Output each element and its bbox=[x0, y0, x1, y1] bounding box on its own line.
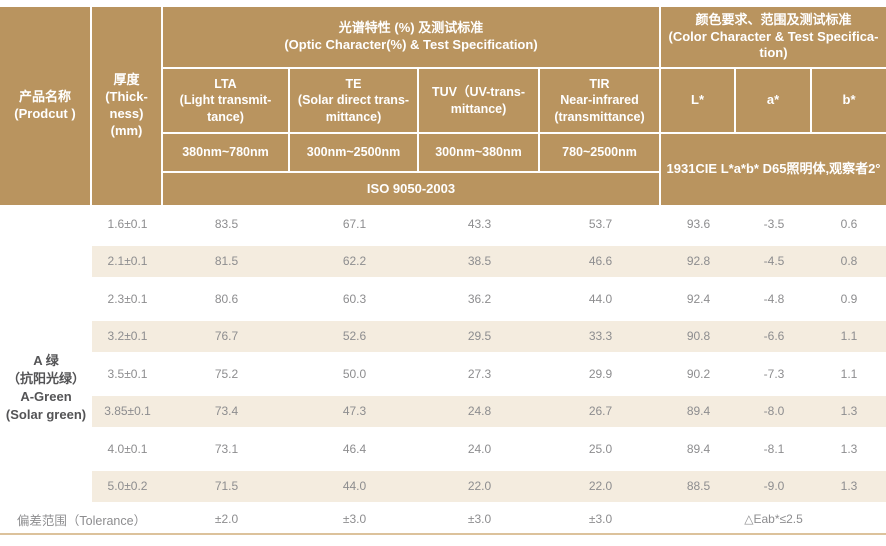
data-grid: A 绿 （抗阳光绿） A-Green (Solar green) 偏差范围（To… bbox=[0, 205, 886, 533]
thickness-cell: 3.85±0.1 bbox=[92, 392, 163, 430]
lta-value: 81.5 bbox=[163, 242, 290, 280]
header-product-name: 产品名称 (Prodcut ) bbox=[0, 7, 90, 205]
tuv-value: 38.5 bbox=[419, 242, 540, 280]
tuv-value: 36.2 bbox=[467, 291, 492, 306]
bottom-rule bbox=[0, 533, 886, 535]
l-star-value: 89.4 bbox=[661, 392, 736, 430]
l-star-value: 90.8 bbox=[661, 317, 736, 355]
b-star-value: 1.3 bbox=[812, 392, 886, 430]
tuv-value: 43.3 bbox=[467, 216, 492, 231]
header-col-a-star: a* bbox=[736, 69, 810, 132]
header-wavelength-te: 300nm~2500nm bbox=[290, 134, 417, 171]
a-star-value: -8.0 bbox=[736, 392, 812, 430]
tir-value: 22.0 bbox=[540, 467, 661, 505]
tir-value: 29.9 bbox=[588, 366, 613, 381]
b-star-value: 0.8 bbox=[812, 242, 886, 280]
header-col-b-star: b* bbox=[812, 69, 886, 132]
l-star-value: 92.8 bbox=[661, 242, 736, 280]
header-col-tuv: TUV（UV-trans- mittance) bbox=[419, 69, 538, 132]
l-star-value: 93.6 bbox=[686, 216, 711, 231]
lta-value: 83.5 bbox=[214, 216, 239, 231]
te-value: 60.3 bbox=[342, 291, 367, 306]
thickness-cell: 4.0±0.1 bbox=[107, 441, 148, 456]
l-star-value: 88.5 bbox=[661, 467, 736, 505]
lta-value: 76.7 bbox=[163, 317, 290, 355]
tir-value: 44.0 bbox=[588, 291, 613, 306]
l-star-value: 90.2 bbox=[686, 366, 711, 381]
b-star-value: 1.3 bbox=[812, 467, 886, 505]
header-optic-span: 光谱特性 (%) 及测试标准 (Optic Character(%) & Tes… bbox=[163, 7, 659, 67]
product-name-cell: A 绿 （抗阳光绿） A-Green (Solar green) bbox=[5, 352, 87, 423]
a-star-value: -4.8 bbox=[763, 291, 785, 306]
header-col-tir: TIR Near-infrared (transmittance) bbox=[540, 69, 659, 132]
header-color-standard: 1931CIE L*a*b* D65照明体,观察者2° bbox=[661, 134, 886, 205]
tir-value: 33.3 bbox=[540, 317, 661, 355]
a-star-value: -7.3 bbox=[763, 366, 785, 381]
b-star-value: 1.3 bbox=[840, 441, 858, 456]
tolerance-te: ±3.0 bbox=[342, 512, 367, 526]
b-star-value: 1.1 bbox=[840, 366, 858, 381]
lta-value: 80.6 bbox=[214, 291, 239, 306]
tolerance-tir: ±3.0 bbox=[588, 512, 613, 526]
te-value: 52.6 bbox=[290, 317, 419, 355]
b-star-value: 0.6 bbox=[840, 216, 858, 231]
header-col-lta: LTA (Light transmit- tance) bbox=[163, 69, 288, 132]
header-wavelength-tir: 780~2500nm bbox=[540, 134, 659, 171]
thickness-cell: 3.5±0.1 bbox=[107, 366, 148, 381]
thickness-cell: 3.2±0.1 bbox=[92, 317, 163, 355]
te-value: 67.1 bbox=[342, 216, 367, 231]
header-wavelength-tuv: 300nm~380nm bbox=[419, 134, 538, 171]
thickness-cell: 1.6±0.1 bbox=[107, 216, 148, 231]
l-star-value: 89.4 bbox=[686, 441, 711, 456]
lta-value: 73.1 bbox=[214, 441, 239, 456]
tuv-value: 22.0 bbox=[419, 467, 540, 505]
header-optic-standard: ISO 9050-2003 bbox=[163, 173, 659, 205]
te-value: 46.4 bbox=[342, 441, 367, 456]
b-star-value: 1.1 bbox=[812, 317, 886, 355]
a-star-value: -4.5 bbox=[736, 242, 812, 280]
te-value: 47.3 bbox=[290, 392, 419, 430]
tolerance-color: △Eab*≤2.5 bbox=[744, 512, 803, 526]
a-star-value: -3.5 bbox=[763, 216, 785, 231]
tir-value: 25.0 bbox=[588, 441, 613, 456]
tuv-value: 29.5 bbox=[419, 317, 540, 355]
tuv-value: 24.8 bbox=[419, 392, 540, 430]
l-star-value: 92.4 bbox=[686, 291, 711, 306]
te-value: 44.0 bbox=[290, 467, 419, 505]
tolerance-label: 偏差范围（Tolerance） bbox=[16, 513, 147, 528]
a-star-value: -6.6 bbox=[736, 317, 812, 355]
b-star-value: 0.9 bbox=[840, 291, 858, 306]
thickness-cell: 2.1±0.1 bbox=[92, 242, 163, 280]
tuv-value: 27.3 bbox=[467, 366, 492, 381]
tir-value: 26.7 bbox=[540, 392, 661, 430]
a-star-value: -9.0 bbox=[736, 467, 812, 505]
tir-value: 53.7 bbox=[588, 216, 613, 231]
thickness-cell: 5.0±0.2 bbox=[92, 467, 163, 505]
tir-value: 46.6 bbox=[540, 242, 661, 280]
lta-value: 75.2 bbox=[214, 366, 239, 381]
a-star-value: -8.1 bbox=[763, 441, 785, 456]
header-col-te: TE (Solar direct trans- mittance) bbox=[290, 69, 417, 132]
lta-value: 73.4 bbox=[163, 392, 290, 430]
thickness-cell: 2.3±0.1 bbox=[107, 291, 148, 306]
header-color-span: 颜色要求、范围及测试标准 (Color Character & Test Spe… bbox=[661, 7, 886, 67]
te-value: 50.0 bbox=[342, 366, 367, 381]
tuv-value: 24.0 bbox=[467, 441, 492, 456]
table-header: 产品名称 (Prodcut ) 厚度 (Thick- ness) (mm) 光谱… bbox=[0, 7, 886, 205]
header-col-l-star: L* bbox=[661, 69, 734, 132]
tolerance-tuv: ±3.0 bbox=[467, 512, 492, 526]
header-thickness: 厚度 (Thick- ness) (mm) bbox=[92, 7, 161, 205]
lta-value: 71.5 bbox=[163, 467, 290, 505]
header-wavelength-lta: 380nm~780nm bbox=[163, 134, 288, 171]
tolerance-lta: ±2.0 bbox=[214, 512, 239, 526]
te-value: 62.2 bbox=[290, 242, 419, 280]
